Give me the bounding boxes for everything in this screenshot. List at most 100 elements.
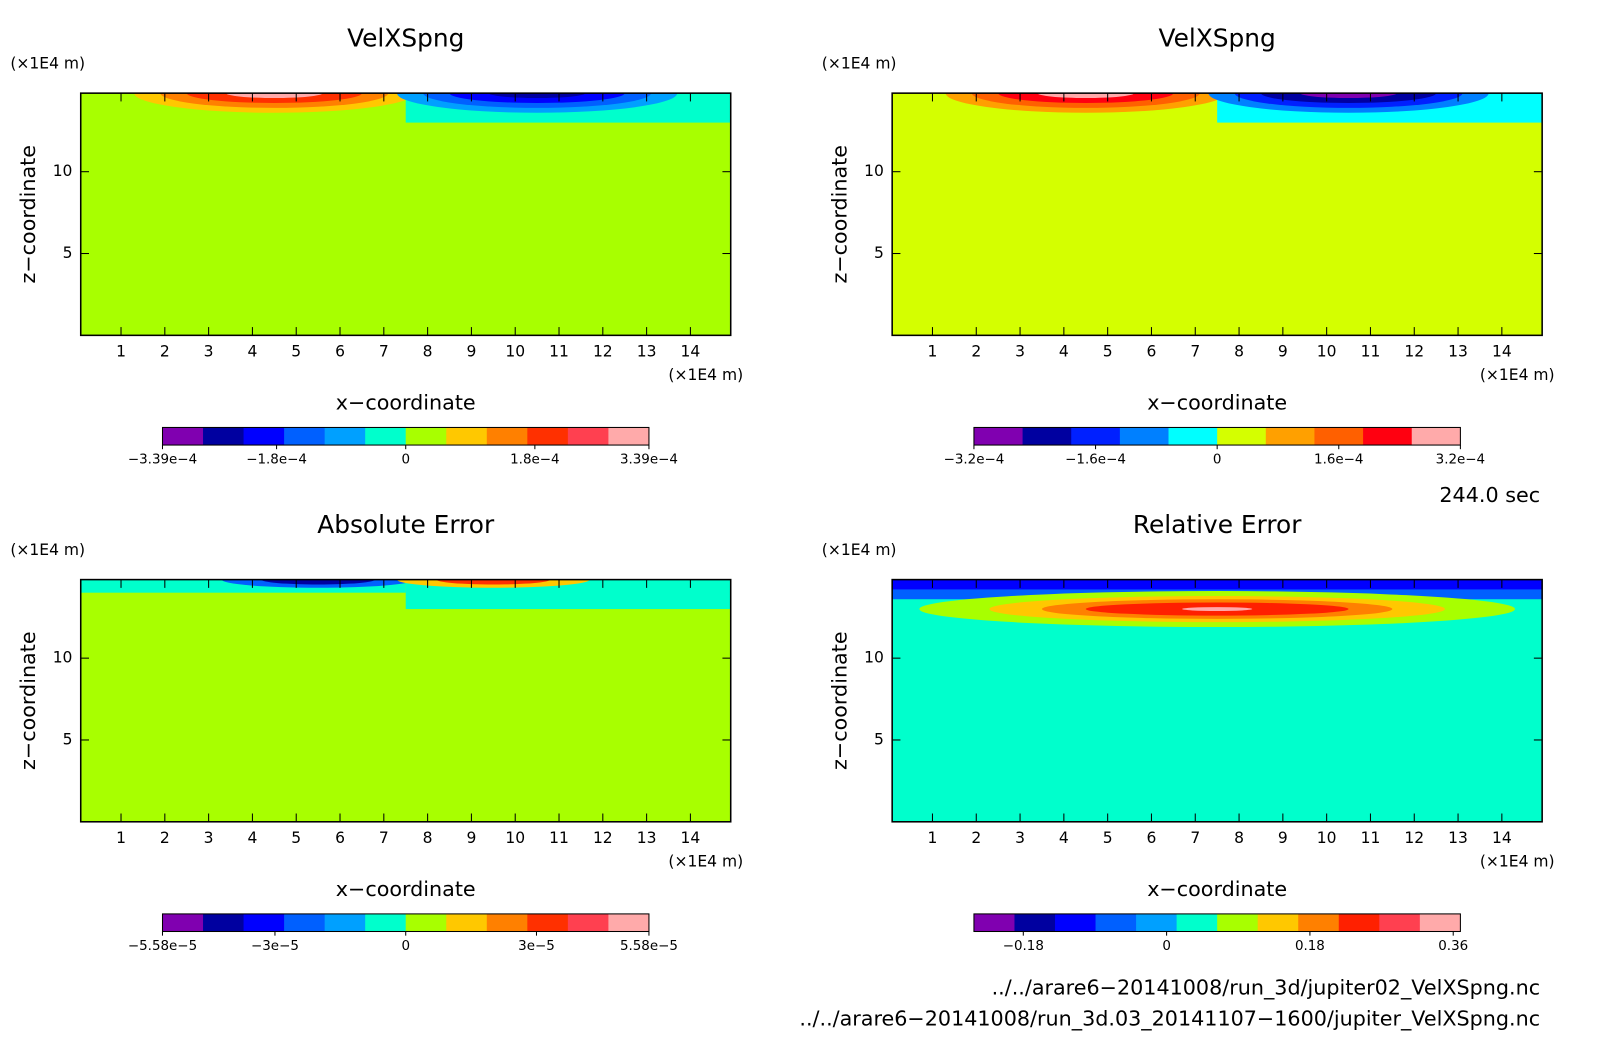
colorbar-swatch — [1071, 427, 1121, 446]
colorbar-swatch — [527, 913, 569, 932]
colorbar-swatch — [1265, 427, 1315, 446]
x-axis-label: x−coordinate — [1147, 391, 1287, 415]
colorbar-swatch — [1217, 427, 1267, 446]
y-tick-label: 10 — [864, 162, 884, 180]
x-tick-label: 12 — [1404, 829, 1424, 847]
x-tick-label: 7 — [1190, 829, 1200, 847]
colorbar-swatch — [203, 913, 245, 932]
colorbar-swatch — [324, 913, 366, 932]
x-tick-label: 5 — [1103, 829, 1113, 847]
colorbar-tick-label: −1.6e−4 — [1065, 453, 1126, 468]
x-unit: (×1E4 m) — [668, 853, 743, 871]
x-tick-label: 4 — [1059, 342, 1069, 360]
contour-fill — [1182, 607, 1253, 612]
x-tick-label: 9 — [466, 342, 476, 360]
colorbar-frame — [973, 913, 1461, 933]
plot-frame — [79, 578, 732, 823]
colorbar-tick-label: −3.39e−4 — [128, 453, 197, 468]
colorbar-tick-label: 1.8e−4 — [510, 453, 559, 468]
colorbar-swatch — [1119, 427, 1170, 446]
x-unit: (×1E4 m) — [1480, 366, 1555, 384]
chart-title: VelXSpng — [347, 23, 464, 52]
colorbar-swatch — [446, 427, 488, 446]
colorbar-swatch — [446, 913, 488, 932]
x-tick-label: 3 — [204, 829, 214, 847]
contour-field — [80, 93, 731, 336]
x-tick-label: 3 — [204, 342, 214, 360]
y-tick-label: 5 — [874, 244, 884, 262]
x-tick-label: 13 — [637, 342, 657, 360]
x-tick-label: 1 — [116, 342, 126, 360]
x-tick-label: 10 — [505, 342, 525, 360]
colorbar-swatch — [1014, 913, 1056, 932]
x-tick-label: 6 — [1147, 342, 1157, 360]
x-tick-label: 6 — [335, 829, 345, 847]
colorbar-swatch — [405, 913, 447, 932]
colorbar-tick-label: −0.18 — [1003, 939, 1044, 954]
x-tick-label: 6 — [1147, 829, 1157, 847]
x-tick-label: 14 — [681, 829, 701, 847]
colorbar-swatch — [1419, 913, 1461, 932]
colorbar-swatch — [1298, 913, 1340, 932]
contour-fill — [488, 93, 586, 99]
x-tick-label: 5 — [291, 829, 301, 847]
x-tick-label: 1 — [116, 829, 126, 847]
x-tick-label: 7 — [1190, 342, 1200, 360]
y-tick-label: 5 — [63, 244, 73, 262]
y-axis-label: z−coordinate — [16, 631, 40, 770]
colorbar-tick-label: 0 — [1162, 939, 1171, 954]
x-tick-label: 1 — [928, 342, 938, 360]
contour-fill — [1037, 93, 1134, 99]
colorbar-tick-label: 3e−5 — [518, 939, 555, 954]
colorbar-tick-label: 0 — [401, 939, 410, 954]
y-axis-label: z−coordinate — [827, 631, 851, 770]
colorbar-tick-label: 0.18 — [1295, 939, 1325, 954]
x-tick-label: 5 — [1103, 342, 1113, 360]
x-tick-label: 10 — [505, 829, 525, 847]
x-tick-label: 7 — [379, 829, 389, 847]
colorbar-swatch — [365, 427, 407, 446]
chart-title: Absolute Error — [317, 510, 495, 539]
x-tick-label: 2 — [971, 829, 981, 847]
x-tick-label: 9 — [1278, 829, 1288, 847]
plot-frame — [891, 92, 1543, 337]
colorbar-swatch — [1055, 913, 1097, 932]
x-tick-label: 14 — [1492, 829, 1512, 847]
x-tick-label: 8 — [423, 829, 433, 847]
contour-fill — [226, 93, 323, 99]
time-label: 244.0 sec — [1439, 483, 1540, 507]
y-axis-label: z−coordinate — [16, 145, 40, 284]
x-unit: (×1E4 m) — [1480, 853, 1555, 871]
colorbar-swatch — [1379, 913, 1421, 932]
file-path: ../../arare6−20141008/run_3d.03_20141107… — [799, 1006, 1540, 1031]
colorbar-swatch — [324, 427, 366, 446]
colorbar-tick-label: 3.39e−4 — [620, 453, 678, 468]
x-tick-label: 14 — [1492, 342, 1512, 360]
y-axis-label: z−coordinate — [827, 145, 851, 284]
x-tick-label: 9 — [1278, 342, 1288, 360]
colorbar-tick-label: 0 — [401, 453, 410, 468]
canvas: 244.0 sec ../../arare6−20141008/run_3d/j… — [10, 23, 1554, 1031]
colorbar-swatch — [567, 913, 609, 932]
x-tick-label: 12 — [1404, 342, 1424, 360]
colorbar-tick-label: 5.58e−5 — [620, 939, 678, 954]
colorbar-tick-label: −5.58e−5 — [128, 939, 197, 954]
x-tick-label: 7 — [379, 342, 389, 360]
colorbar-swatch — [1022, 427, 1072, 446]
x-tick-label: 2 — [160, 829, 170, 847]
colorbar-swatch — [1168, 427, 1218, 446]
colorbar-swatch — [973, 913, 1015, 932]
colorbar-swatch — [973, 427, 1024, 446]
x-tick-label: 13 — [637, 829, 657, 847]
x-tick-label: 8 — [1234, 342, 1244, 360]
x-tick-label: 12 — [593, 342, 613, 360]
x-tick-label: 4 — [247, 829, 257, 847]
colorbar-swatch — [1095, 913, 1137, 932]
contour-field — [80, 579, 731, 822]
contour-fill — [261, 579, 376, 585]
contour-fill — [892, 579, 1543, 590]
colorbar-swatch — [162, 427, 204, 446]
y-tick-label: 5 — [63, 730, 73, 748]
